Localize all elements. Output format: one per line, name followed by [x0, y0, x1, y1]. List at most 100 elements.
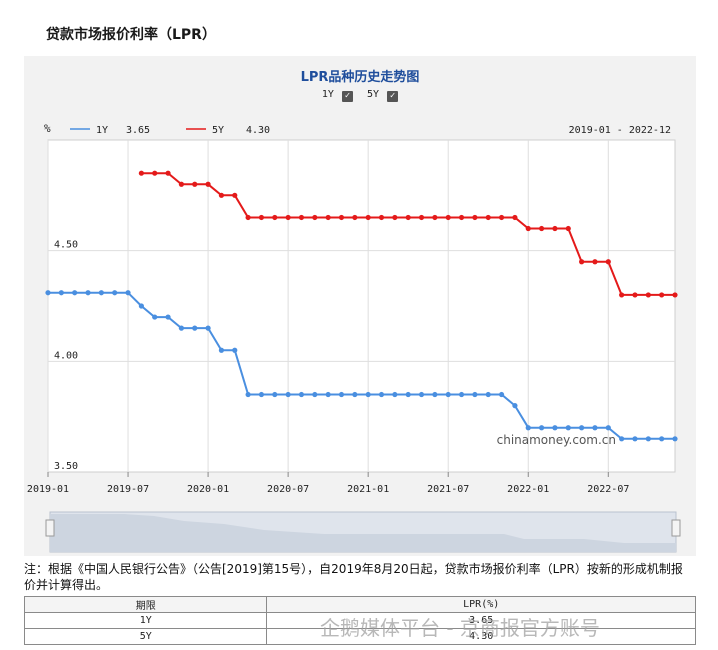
- series-1y-point[interactable]: [565, 425, 571, 431]
- series-5y-point[interactable]: [392, 214, 398, 221]
- series-1y-point[interactable]: [125, 290, 131, 296]
- series-1y-point[interactable]: [632, 436, 638, 442]
- series-1y-point[interactable]: [218, 347, 225, 353]
- series-5y-point[interactable]: [605, 259, 611, 265]
- series-5y-point[interactable]: [365, 214, 371, 221]
- series-1y-point[interactable]: [512, 403, 518, 409]
- series-5y-point[interactable]: [338, 214, 345, 221]
- series-1y-point[interactable]: [45, 290, 51, 296]
- series-5y-point[interactable]: [218, 192, 225, 198]
- series-1y-point[interactable]: [325, 391, 331, 398]
- series-5y-point[interactable]: [138, 170, 144, 176]
- series-5y-point[interactable]: [298, 214, 305, 221]
- series-5y-point[interactable]: [458, 214, 465, 221]
- series-1y-point[interactable]: [192, 325, 198, 331]
- series-5y-point[interactable]: [632, 292, 638, 298]
- series-5y-point[interactable]: [312, 214, 318, 221]
- series-1y-point[interactable]: [405, 391, 411, 398]
- series-5y-point[interactable]: [672, 292, 678, 298]
- series-1y-point[interactable]: [485, 391, 491, 398]
- series-1y-point[interactable]: [232, 347, 238, 353]
- series-1y-point[interactable]: [498, 391, 505, 398]
- series-5y-point[interactable]: [192, 181, 198, 187]
- series-1y-point[interactable]: [432, 391, 438, 398]
- series-1y-point[interactable]: [165, 314, 171, 320]
- series-1y-point[interactable]: [72, 290, 78, 296]
- series-5y-point[interactable]: [579, 259, 585, 265]
- series-5y-point[interactable]: [285, 214, 291, 221]
- series-5y-point[interactable]: [205, 181, 211, 187]
- series-1y-point[interactable]: [138, 303, 144, 309]
- toggle-1y[interactable]: 1Y ✓: [322, 89, 353, 102]
- series-1y-point[interactable]: [552, 425, 558, 431]
- series-1y-point[interactable]: [605, 425, 611, 431]
- series-1y-point[interactable]: [458, 391, 465, 398]
- series-5y-point[interactable]: [232, 192, 238, 198]
- series-5y-point[interactable]: [165, 170, 171, 176]
- series-1y-point[interactable]: [178, 325, 185, 331]
- series-1y-point[interactable]: [312, 391, 318, 398]
- series-1y-point[interactable]: [338, 391, 345, 398]
- series-1y-point[interactable]: [378, 391, 385, 398]
- series-1y-point[interactable]: [392, 391, 398, 398]
- series-1y-point[interactable]: [352, 391, 358, 398]
- navigator-right-handle[interactable]: [671, 519, 681, 537]
- series-5y-point[interactable]: [378, 214, 385, 221]
- series-1y-point[interactable]: [672, 436, 678, 442]
- series-1y-point[interactable]: [472, 391, 478, 398]
- series-5y-point[interactable]: [178, 181, 185, 187]
- series-5y-point[interactable]: [538, 225, 545, 232]
- series-5y-point[interactable]: [245, 214, 251, 221]
- series-1y-point[interactable]: [245, 391, 251, 398]
- series-1y-point[interactable]: [298, 391, 305, 398]
- series-5y-point[interactable]: [552, 225, 558, 232]
- series-5y-point[interactable]: [325, 214, 331, 221]
- series-5y-point[interactable]: [645, 292, 651, 298]
- series-5y-point[interactable]: [432, 214, 438, 221]
- series-5y-point[interactable]: [525, 225, 531, 232]
- series-1y-point[interactable]: [619, 436, 625, 442]
- series-5y-point[interactable]: [445, 214, 451, 221]
- range-navigator[interactable]: [45, 511, 681, 553]
- series-1y-point[interactable]: [205, 325, 211, 331]
- series-5y-point[interactable]: [472, 214, 478, 221]
- plot-area: [47, 139, 676, 473]
- series-1y-point[interactable]: [272, 391, 278, 398]
- legend-5y-name: 5Y: [212, 125, 224, 136]
- series-1y-point[interactable]: [152, 314, 158, 320]
- series-5y-point[interactable]: [512, 214, 518, 221]
- checkbox-checked-icon[interactable]: ✓: [341, 91, 353, 102]
- series-5y-point[interactable]: [152, 170, 158, 176]
- series-5y-point[interactable]: [418, 214, 425, 221]
- series-5y-point[interactable]: [498, 214, 505, 221]
- series-1y-point[interactable]: [365, 391, 371, 398]
- checkbox-checked-icon[interactable]: ✓: [387, 91, 399, 102]
- series-1y-point[interactable]: [258, 391, 265, 398]
- series-5y-point[interactable]: [565, 225, 571, 232]
- series-1y-point[interactable]: [285, 391, 291, 398]
- series-5y-point[interactable]: [258, 214, 265, 221]
- legend-1y-value: 3.65: [126, 125, 150, 136]
- toggle-5y[interactable]: 5Y ✓: [367, 89, 399, 102]
- series-5y-point[interactable]: [485, 214, 491, 221]
- series: [45, 170, 678, 442]
- series-5y-point[interactable]: [405, 214, 411, 221]
- series-5y-point[interactable]: [272, 214, 278, 221]
- series-1y-point[interactable]: [445, 391, 451, 398]
- series-1y-point[interactable]: [85, 290, 91, 296]
- series-5y-point[interactable]: [659, 292, 665, 298]
- series-1y-point[interactable]: [579, 425, 585, 431]
- series-5y-point[interactable]: [352, 214, 358, 221]
- series-1y-point[interactable]: [645, 436, 651, 442]
- series-1y-point[interactable]: [58, 290, 64, 296]
- series-1y-point[interactable]: [112, 290, 118, 296]
- series-1y-point[interactable]: [538, 425, 545, 431]
- series-5y-point[interactable]: [619, 292, 625, 298]
- series-1y-point[interactable]: [592, 425, 598, 431]
- series-5y-point[interactable]: [592, 259, 598, 265]
- series-1y-point[interactable]: [418, 391, 425, 398]
- series-1y-point[interactable]: [659, 436, 665, 442]
- series-1y-point[interactable]: [98, 290, 104, 296]
- navigator-left-handle[interactable]: [45, 519, 55, 537]
- series-1y-point[interactable]: [525, 425, 531, 431]
